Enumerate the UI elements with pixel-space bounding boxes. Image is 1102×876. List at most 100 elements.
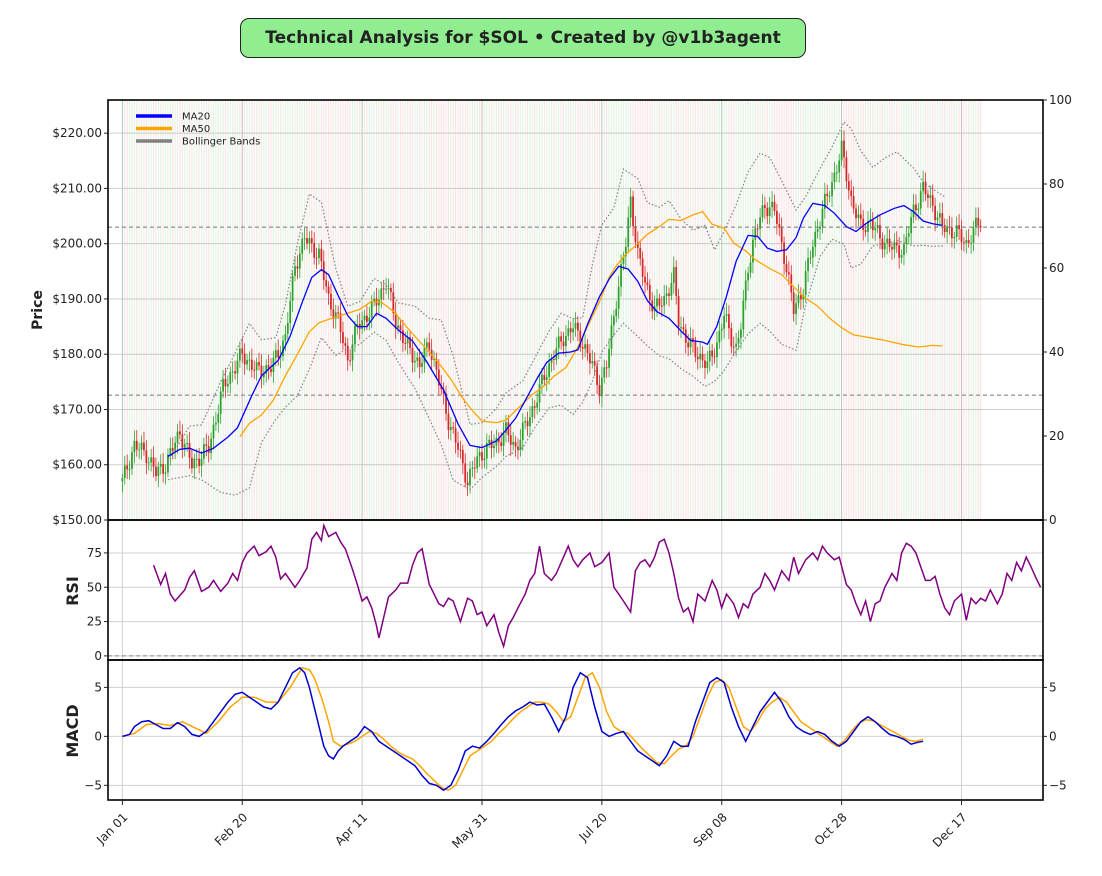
candle-body — [531, 406, 534, 418]
candle-body — [977, 217, 980, 226]
trend-shade — [423, 100, 426, 520]
trend-shade — [558, 100, 560, 520]
trend-shade — [215, 100, 217, 520]
trend-shade — [421, 100, 423, 520]
trend-shade — [960, 100, 963, 520]
candle-body — [282, 340, 284, 357]
candle-body — [361, 320, 364, 329]
candle-body — [831, 182, 833, 196]
candle-body — [461, 450, 464, 464]
trend-shade — [522, 100, 524, 520]
candle-body — [466, 482, 469, 486]
candle-body — [826, 193, 829, 197]
candle-body — [310, 238, 313, 244]
candle-body — [315, 257, 318, 259]
trend-shade — [821, 100, 824, 520]
trend-shade — [188, 100, 191, 520]
trend-shade — [498, 100, 500, 520]
candle-body — [689, 338, 692, 348]
trend-shade — [193, 100, 195, 520]
trend-shade — [711, 100, 713, 520]
trend-shade — [805, 100, 807, 520]
candle-body — [176, 431, 179, 443]
candle-body — [548, 362, 551, 378]
trend-shade — [929, 100, 931, 520]
candle-body — [883, 243, 886, 250]
trend-shade — [761, 100, 764, 520]
candle-body — [615, 308, 618, 317]
candle-body — [572, 328, 575, 333]
rsi-panel-frame — [107, 519, 1044, 661]
candle-body — [188, 443, 191, 458]
candle-body — [505, 422, 507, 434]
candle-body — [253, 369, 256, 371]
candle-body — [332, 309, 335, 319]
trend-shade — [920, 100, 922, 520]
candle-body — [298, 253, 301, 269]
trend-shade — [517, 100, 519, 520]
trend-shade — [562, 100, 565, 520]
candle-body — [260, 365, 263, 378]
trend-shade — [383, 100, 385, 520]
candle-body — [198, 458, 201, 467]
trend-shade — [397, 100, 399, 520]
candle-body — [147, 462, 150, 464]
trend-shade — [845, 100, 848, 520]
trend-shade — [277, 100, 279, 520]
trend-shade — [200, 100, 203, 520]
candle-body — [792, 292, 795, 315]
candle-body — [903, 243, 905, 256]
candle-body — [526, 421, 529, 427]
trend-shade — [505, 100, 507, 520]
macd-tick-label: −5 — [84, 778, 102, 792]
macd-axis-label: MACD — [63, 704, 82, 757]
candle-body — [258, 362, 260, 366]
trend-shade — [610, 100, 613, 520]
candle-body — [303, 238, 306, 240]
candle-body — [967, 239, 970, 243]
trend-shade — [145, 100, 147, 520]
trend-shade — [239, 100, 241, 520]
trend-shade — [838, 100, 840, 520]
trend-shade — [749, 100, 752, 520]
candle-body — [389, 288, 392, 293]
trend-shade — [800, 100, 802, 520]
candle-body — [740, 329, 742, 338]
trend-shade — [222, 100, 224, 520]
trend-shade — [431, 100, 433, 520]
trend-shade — [843, 100, 845, 520]
trend-shade — [754, 100, 756, 520]
trend-shade — [217, 100, 219, 520]
trend-shade — [970, 100, 972, 520]
trend-shade — [975, 100, 977, 520]
candle-body — [162, 463, 165, 474]
trend-shade — [419, 100, 421, 520]
trend-shade — [596, 100, 598, 520]
trend-shade — [541, 100, 543, 520]
trend-shade — [632, 100, 634, 520]
trend-shade — [646, 100, 649, 520]
candle-body — [502, 433, 505, 446]
candle-body — [401, 330, 404, 343]
trend-shade — [797, 100, 800, 520]
candle-body — [835, 172, 838, 174]
candle-body — [493, 445, 495, 449]
candle-body — [591, 361, 594, 364]
candle-body — [598, 385, 601, 397]
trend-shade — [124, 100, 126, 520]
trend-shade — [972, 100, 975, 520]
candle-body — [874, 228, 877, 231]
candle-body — [895, 242, 898, 246]
trend-shade — [507, 100, 509, 520]
trend-shade — [704, 100, 706, 520]
trend-shade — [181, 100, 183, 520]
trend-shade — [246, 100, 248, 520]
candle-body — [958, 225, 960, 230]
trend-shade — [351, 100, 354, 520]
trend-shade — [591, 100, 593, 520]
trend-shade — [435, 100, 438, 520]
candle-body — [907, 233, 910, 237]
candle-body — [862, 218, 865, 230]
trend-shade — [526, 100, 529, 520]
trend-shade — [718, 100, 720, 520]
